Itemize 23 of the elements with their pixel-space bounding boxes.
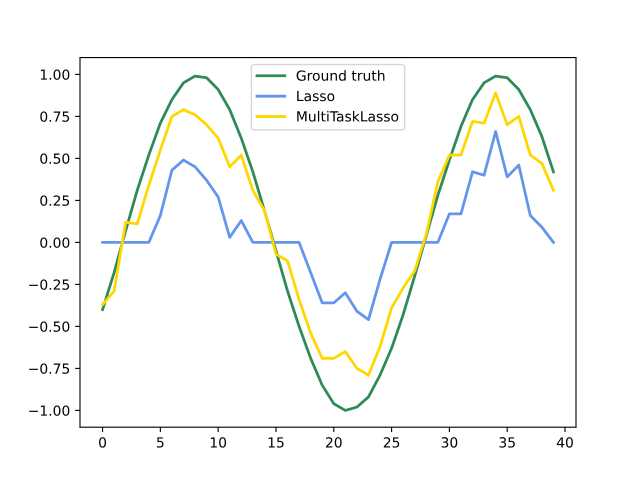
- y-tick-label: 0.00: [40, 237, 70, 248]
- line-series: [101, 91, 555, 377]
- legend-label: Lasso: [297, 90, 334, 102]
- y-tick-label: −0.50: [29, 321, 70, 332]
- y-tick-label: −0.75: [29, 363, 70, 374]
- x-tick-label: 35: [499, 437, 515, 448]
- x-tick-label: 10: [210, 437, 226, 448]
- y-tick-label: 0.75: [40, 111, 70, 122]
- y-tick-label: −1.00: [29, 405, 70, 416]
- x-tick-label: 15: [268, 437, 284, 448]
- x-tick-label: 40: [556, 437, 573, 448]
- legend-label: MultiTaskLasso: [297, 110, 398, 122]
- x-tick-label: 5: [157, 437, 164, 448]
- y-tick-label: −0.25: [29, 279, 70, 290]
- x-tick-label: 0: [99, 437, 106, 448]
- legend-label: Ground truth: [296, 70, 384, 81]
- x-tick-label: 20: [326, 437, 342, 448]
- y-tick-label: 0.50: [40, 153, 70, 164]
- line-series: [101, 130, 555, 322]
- x-tick-label: 30: [442, 437, 458, 448]
- y-tick-label: 1.00: [40, 69, 70, 80]
- y-tick-label: 0.25: [40, 195, 70, 206]
- x-tick-label: 25: [384, 437, 400, 448]
